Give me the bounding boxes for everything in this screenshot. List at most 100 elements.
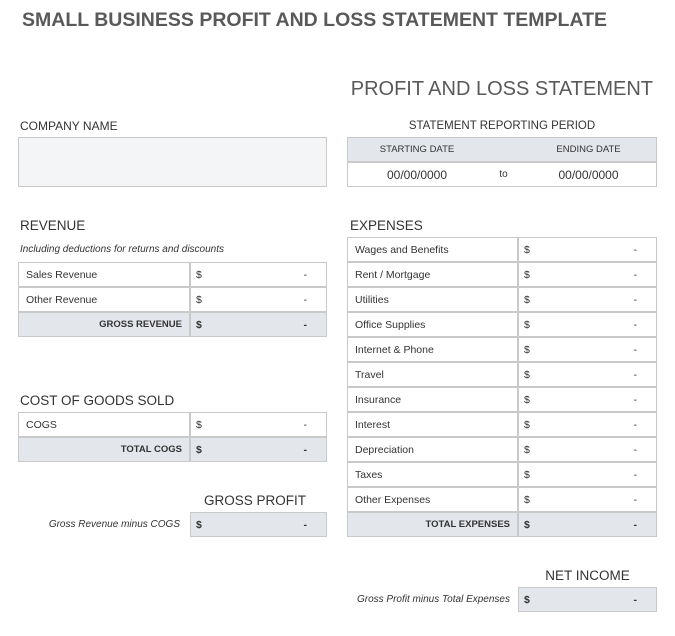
- to-label: to: [499, 169, 508, 180]
- currency: $: [524, 593, 530, 606]
- currency: $: [196, 268, 202, 281]
- start-label: STARTING DATE: [379, 144, 455, 155]
- row-label: [347, 337, 518, 362]
- row-value: [518, 337, 657, 362]
- section-note: Gross Revenue minus COGS: [48, 519, 180, 530]
- end-label: ENDING DATE: [556, 144, 621, 155]
- row-value: [518, 437, 657, 462]
- section-note: Gross Profit minus Total Expenses: [356, 594, 510, 605]
- item-label: Other Revenue: [26, 293, 98, 306]
- section-heading: REVENUE: [20, 217, 86, 233]
- row-label: [347, 262, 518, 287]
- total-label: GROSS REVENUE: [99, 319, 182, 330]
- section-heading: GROSS PROFIT: [203, 492, 306, 508]
- amount: -: [633, 393, 638, 406]
- period-label: STATEMENT REPORTING PERIOD: [408, 120, 596, 132]
- start-date: 00/00/0000: [386, 167, 448, 182]
- amount: -: [303, 443, 308, 456]
- row-label: [347, 462, 518, 487]
- item-label: Interest: [355, 418, 391, 431]
- total-label: TOTAL COGS: [120, 444, 182, 455]
- section-note: Including deductions for returns and dis…: [20, 243, 225, 255]
- amount: -: [633, 593, 638, 606]
- period-values: [347, 162, 657, 187]
- row-value: [518, 362, 657, 387]
- currency: $: [524, 468, 530, 481]
- row-label: [347, 287, 518, 312]
- currency: $: [524, 393, 530, 406]
- currency: $: [196, 443, 202, 456]
- row-label: [347, 362, 518, 387]
- amount: -: [633, 418, 638, 431]
- end-date: 00/00/0000: [558, 167, 619, 182]
- statement-title: PROFIT AND LOSS STATEMENT: [350, 77, 653, 100]
- currency: $: [196, 293, 202, 306]
- currency: $: [524, 318, 530, 331]
- amount: -: [303, 518, 308, 531]
- row-label: [347, 387, 518, 412]
- row-label: [18, 412, 190, 437]
- row-value: [518, 312, 657, 337]
- currency: $: [196, 518, 202, 531]
- row-value: [518, 412, 657, 437]
- item-label: Internet & Phone: [355, 343, 434, 356]
- amount: -: [303, 268, 308, 281]
- total-row-label: [18, 312, 190, 337]
- item-label: Insurance: [355, 393, 402, 406]
- section-heading: EXPENSES: [350, 217, 423, 233]
- amount: -: [303, 418, 308, 431]
- item-label: Wages and Benefits: [355, 243, 449, 256]
- currency: $: [524, 368, 530, 381]
- section-heading: NET INCOME: [545, 567, 630, 583]
- amount: -: [633, 368, 638, 381]
- row-value: [190, 262, 327, 287]
- item-label: Taxes: [355, 468, 383, 481]
- row-label: [347, 237, 518, 262]
- period-header: [347, 137, 657, 162]
- row-value: [518, 387, 657, 412]
- total-row-value: [190, 437, 327, 462]
- item-label: Other Expenses: [355, 493, 431, 506]
- item-label: Rent / Mortgage: [355, 268, 431, 281]
- section-heading: COST OF GOODS SOLD: [20, 392, 175, 408]
- currency: $: [524, 293, 530, 306]
- row-value: [190, 287, 327, 312]
- row-label: [18, 287, 190, 312]
- amount: -: [633, 518, 638, 531]
- currency: $: [524, 493, 530, 506]
- row-label: [347, 312, 518, 337]
- gross-profit-value: [190, 512, 327, 537]
- page-title: SMALL BUSINESS PROFIT AND LOSS STATEMENT…: [22, 8, 608, 31]
- amount: -: [633, 293, 638, 306]
- row-value: [190, 412, 327, 437]
- currency: $: [524, 443, 530, 456]
- currency: $: [196, 318, 202, 331]
- total-row-value: [518, 512, 657, 537]
- row-value: [518, 487, 657, 512]
- amount: -: [633, 318, 638, 331]
- company-label: COMPANY NAME: [20, 119, 118, 133]
- row-value: [518, 262, 657, 287]
- amount: -: [633, 443, 638, 456]
- total-row-label: [18, 437, 190, 462]
- currency: $: [524, 518, 530, 531]
- item-label: Office Supplies: [355, 318, 426, 331]
- amount: -: [303, 318, 308, 331]
- row-label: [18, 262, 190, 287]
- row-label: [347, 412, 518, 437]
- amount: -: [633, 268, 638, 281]
- currency: $: [524, 418, 530, 431]
- row-value: [518, 462, 657, 487]
- item-label: Sales Revenue: [26, 268, 98, 281]
- currency: $: [524, 268, 530, 281]
- row-label: [347, 487, 518, 512]
- item-label: Utilities: [355, 293, 389, 306]
- item-label: COGS: [26, 418, 57, 431]
- item-label: Depreciation: [355, 443, 414, 456]
- currency: $: [524, 243, 530, 256]
- item-label: Travel: [355, 368, 384, 381]
- company-box: [18, 137, 327, 187]
- amount: -: [633, 468, 638, 481]
- total-row-label: [347, 512, 518, 537]
